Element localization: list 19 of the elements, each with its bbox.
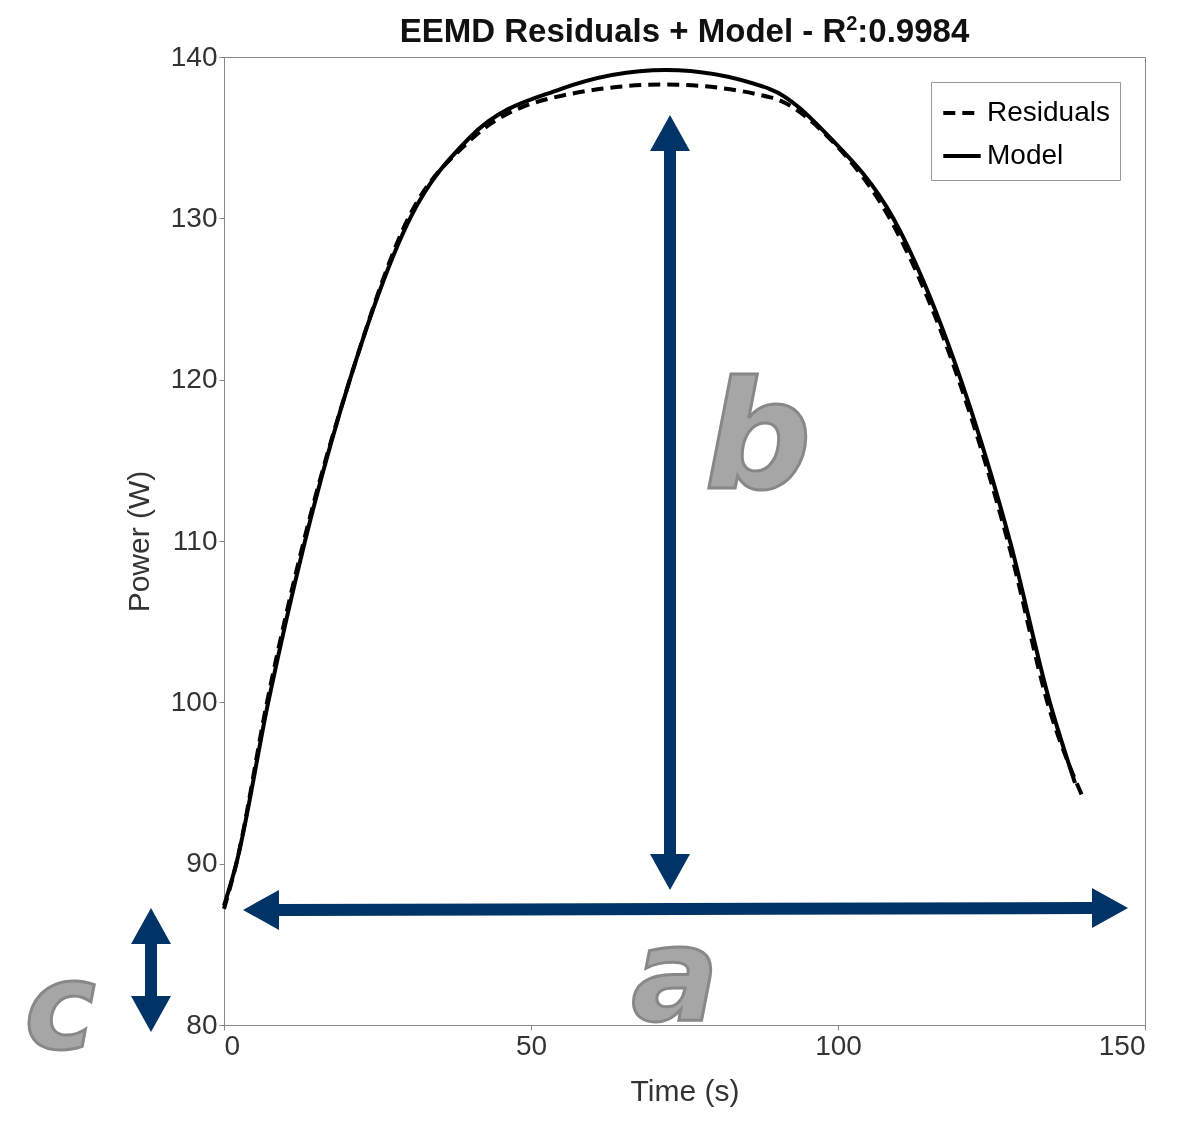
y-axis-title: Power (W) [121, 470, 155, 613]
legend-label: Model [987, 139, 1064, 170]
y-tick-label: 140 [170, 40, 218, 72]
x-tick-label: 100 [815, 1029, 862, 1061]
x-tick-label: 0 [224, 1029, 241, 1061]
y-tick-label: 100 [170, 685, 218, 717]
text: c [24, 937, 96, 1076]
x-axis-title: Time (s) [630, 1073, 740, 1107]
legend-label: Residuals [987, 96, 1110, 127]
y-tick-label: 80 [186, 1008, 218, 1040]
x-tick-label: 150 [1098, 1029, 1146, 1061]
annotation: a [631, 899, 719, 1051]
x-tick-label: 50 [515, 1029, 548, 1061]
chart-title: EEMD Residuals + Model - R$^{2}$:0.9984 [398, 12, 971, 50]
y-tick-label: 130 [170, 201, 218, 233]
annotation: b [704, 349, 812, 523]
y-tick-label: 90 [186, 847, 218, 879]
y-tick-label: 110 [172, 524, 218, 556]
y-tick-label: 120 [170, 363, 218, 395]
